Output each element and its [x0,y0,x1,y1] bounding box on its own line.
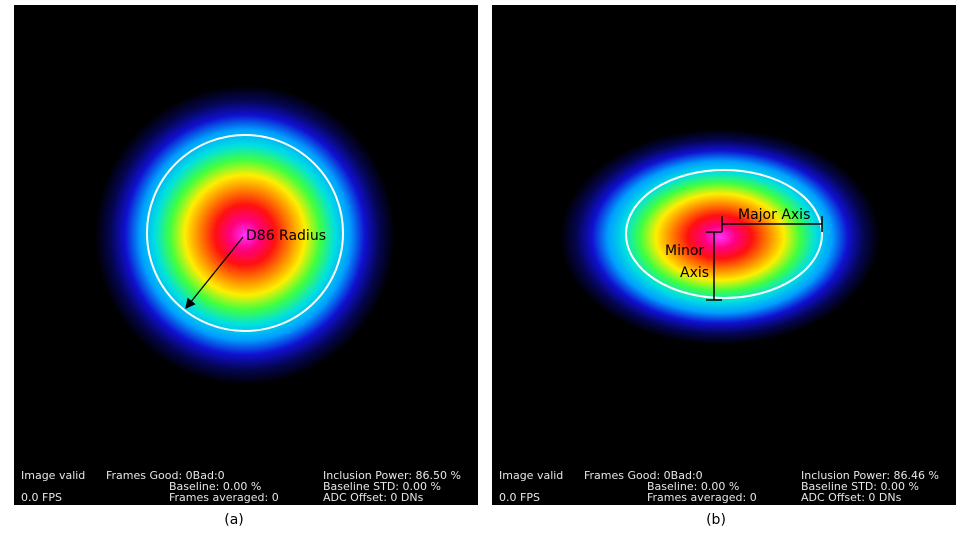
status-text: Frames averaged: 0 [647,491,757,504]
status-text: ADC Offset: 0 DNs [801,491,902,504]
major-axis-label: Major Axis [738,207,810,223]
beam-spot [95,85,395,385]
status-text: ADC Offset: 0 DNs [323,491,424,504]
status-text: Baseline STD: 0.00 % [801,480,919,493]
status-text: Image valid [21,469,85,482]
caption: (a) [224,512,244,528]
caption: (b) [706,512,726,528]
status-text: Inclusion Power: 86.46 % [801,469,939,482]
status-text: Image valid [499,469,563,482]
status-text: Baseline: 0.00 % [169,480,261,493]
status-text: Baseline: 0.00 % [647,480,739,493]
radius-arrow [185,236,244,310]
d86-ellipse [625,169,823,299]
beam-spot [560,129,880,345]
radius-label: D86 Radius [246,228,326,244]
status-text: Frames Good: 0Bad:0 [584,469,703,482]
minor-axis-label: Minor [665,243,704,259]
minor-axis [706,231,722,301]
minor-axis-label: Axis [680,265,709,281]
status-text: Inclusion Power: 86.50 % [323,469,461,482]
status-text: 0.0 FPS [499,491,540,504]
major-axis [721,216,823,232]
d86-circle [146,134,344,332]
status-text: 0.0 FPS [21,491,62,504]
status-text: Baseline STD: 0.00 % [323,480,441,493]
status-text: Frames averaged: 0 [169,491,279,504]
status-text: Frames Good: 0Bad:0 [106,469,225,482]
